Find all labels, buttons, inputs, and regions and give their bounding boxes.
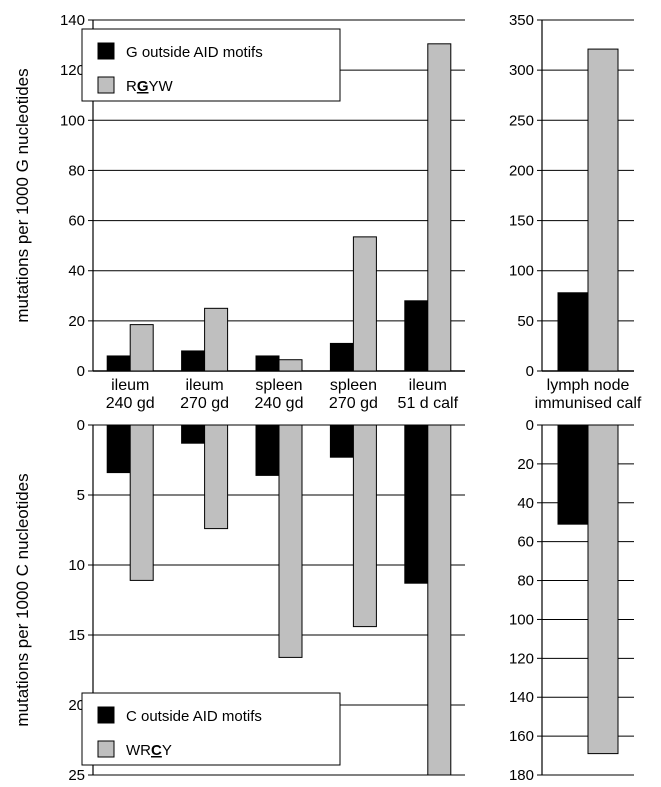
y-tick-label: 100: [509, 611, 534, 628]
y-tick-label: 80: [68, 162, 85, 179]
y-tick-label: 300: [509, 62, 534, 79]
category-label: ileum: [409, 377, 447, 394]
y-tick-label: 5: [77, 487, 85, 504]
bar-outside-aid-0: [557, 424, 589, 525]
bar-outside-aid-0: [106, 424, 131, 474]
legend-bottom: C outside AID motifs WRCY: [81, 692, 341, 766]
y-tick-label: 50: [517, 313, 534, 330]
legend-entry: WRCY: [126, 742, 172, 759]
bar-motif-3: [352, 236, 377, 372]
legend-swatch: [97, 706, 115, 724]
bar-outside-aid-3: [329, 342, 354, 372]
y-axis-title: mutations per 1000 C nucleotides: [13, 473, 32, 726]
y-tick-label: 150: [509, 213, 534, 230]
category-label: 270 gd: [329, 395, 378, 412]
bar-motif-0: [129, 424, 154, 581]
y-tick-label: 250: [509, 112, 534, 129]
y-tick-label: 0: [77, 417, 85, 434]
y-tick-label: 140: [60, 12, 85, 29]
bar-motif-4: [427, 43, 452, 372]
bar-outside-aid-1: [181, 424, 206, 444]
bar-outside-aid-0: [106, 355, 131, 372]
bar-outside-aid-1: [181, 350, 206, 372]
bar-motif-1: [204, 307, 229, 372]
category-label: immunised calf: [535, 395, 642, 412]
bar-outside-aid-4: [404, 424, 429, 584]
bar-motif-2: [278, 424, 303, 658]
bar-motif-1: [204, 424, 229, 530]
legend-entry: G outside AID motifs: [126, 44, 263, 61]
y-tick-label: 25: [68, 767, 85, 782]
legend-top: G outside AID motifs RGYW: [81, 28, 341, 102]
y-tick-label: 0: [526, 417, 534, 434]
category-label: 51 d calf: [398, 395, 459, 412]
y-tick-label: 60: [68, 213, 85, 230]
bar-motif-4: [427, 424, 452, 776]
y-tick-label: 140: [509, 689, 534, 706]
category-label: 240 gd: [255, 395, 304, 412]
bar-outside-aid-4: [404, 300, 429, 372]
legend-swatch: [97, 42, 115, 60]
bar-outside-aid-2: [255, 355, 280, 372]
category-label: ileum: [111, 377, 149, 394]
legend-box: [81, 28, 341, 102]
bar-outside-aid-0: [557, 292, 589, 372]
y-tick-label: 0: [526, 363, 534, 380]
category-label: spleen: [330, 377, 377, 394]
bar-motif-0: [129, 324, 154, 372]
y-tick-label: 0: [77, 363, 85, 380]
y-tick-label: 60: [517, 534, 534, 551]
y-tick-label: 20: [68, 697, 85, 714]
y-tick-label: 180: [509, 767, 534, 782]
y-tick-label: 200: [509, 162, 534, 179]
y-tick-label: 120: [60, 62, 85, 79]
legend-entry: RGYW: [126, 78, 174, 95]
y-tick-label: 40: [68, 263, 85, 280]
legend-swatch: [97, 740, 115, 758]
category-label: ileum: [185, 377, 223, 394]
bar-outside-aid-2: [255, 424, 280, 476]
y-tick-label: 350: [509, 12, 534, 29]
category-label: 240 gd: [106, 395, 155, 412]
y-tick-label: 160: [509, 728, 534, 745]
legend-entry: C outside AID motifs: [126, 708, 262, 725]
y-tick-label: 120: [509, 650, 534, 667]
bar-motif-0: [587, 424, 619, 755]
category-label: lymph node: [547, 377, 630, 394]
y-tick-label: 20: [68, 313, 85, 330]
y-tick-label: 80: [517, 573, 534, 590]
bar-motif-0: [587, 48, 619, 372]
category-label: 270 gd: [180, 395, 229, 412]
bar-motif-3: [352, 424, 377, 628]
panel-bottom-left: 0 5 10 15 20 25 mutations per 1000 C nucleotid…: [13, 417, 465, 784]
y-tick-label: 10: [68, 557, 85, 574]
bar-motif-2: [278, 359, 303, 372]
bar-outside-aid-3: [329, 424, 354, 458]
y-tick-label: 100: [509, 263, 534, 280]
y-tick-label: 20: [517, 456, 534, 473]
panel-top-right: 0 50 100 150 200 250 300 350 lymph nodeimmunised…: [509, 12, 642, 412]
legend-swatch: [97, 76, 115, 94]
category-label: spleen: [255, 377, 302, 394]
legend-box: [81, 692, 341, 766]
y-tick-label: 40: [517, 495, 534, 512]
panel-bottom-right: 0 20 40 60 80 100 120 140 160 180: [509, 417, 634, 784]
y-axis-title: mutations per 1000 G nucleotides: [13, 68, 32, 322]
y-tick-label: 100: [60, 112, 85, 129]
y-tick-label: 15: [68, 627, 85, 644]
